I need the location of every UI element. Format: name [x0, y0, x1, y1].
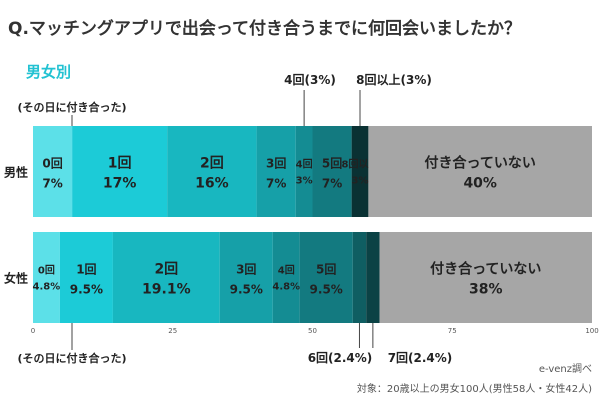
bar-segment-5-1 — [299, 232, 353, 323]
segment-name-label: 5回 — [316, 263, 336, 277]
category-label-bg — [2, 159, 30, 184]
segment-value-label: 19.1% — [142, 282, 191, 298]
segment-value-label: 7% — [42, 177, 62, 191]
bar-segment-4-1 — [272, 232, 300, 323]
x-tick-label: 0 — [31, 327, 35, 335]
bar-segment-3-0 — [256, 126, 296, 217]
source-note: e-venz調べ — [538, 364, 592, 375]
bar-segment-8-0 — [351, 126, 369, 217]
annotation-caption: (その日に付き合った) — [17, 100, 126, 114]
category-label: 男性 — [4, 165, 28, 180]
segment-value-label: 3% — [352, 176, 369, 187]
bar-segment-6-1 — [352, 232, 367, 323]
bar-segment-0-1 — [33, 232, 60, 323]
bar-segment-5-0 — [312, 126, 352, 217]
bar-segment-9-0 — [368, 126, 592, 217]
segment-value-label: 4.8% — [33, 282, 61, 293]
annotation-callout: 7回(2.4%) — [388, 351, 453, 365]
bar-segment-2-0 — [167, 126, 257, 217]
bar-segment-3-1 — [219, 232, 273, 323]
bar-segment-1-1 — [59, 232, 113, 323]
segment-value-label: 4.8% — [272, 282, 300, 293]
bar-segment-0-0 — [33, 126, 73, 217]
segment-value-label: 9.5% — [230, 283, 263, 297]
x-tick-label: 25 — [168, 327, 177, 335]
annotation-callout: 6回(2.4%) — [308, 351, 373, 365]
bar-segment-2-1 — [112, 232, 220, 323]
segment-value-label: 40% — [463, 176, 497, 192]
bar-segment-4-0 — [295, 126, 313, 217]
category-label-bg — [2, 265, 30, 290]
segment-name-label: 付き合っていない — [425, 155, 536, 172]
survey-note: 対象：20歳以上の男女100人(男性58人・女性42人) — [356, 384, 592, 395]
segment-name-label: 4回 — [278, 265, 295, 277]
segment-value-label: 16% — [195, 176, 229, 192]
segment-name-label: 0回 — [38, 265, 55, 277]
segment-value-label: 38% — [469, 282, 503, 298]
x-tick-label: 50 — [308, 327, 317, 335]
segment-name-label: 2回 — [200, 156, 224, 172]
bar-segment-1-0 — [72, 126, 168, 217]
bar-segment-7-1 — [366, 232, 380, 323]
segment-value-label: 9.5% — [70, 283, 103, 297]
annotation-callout: 4回(3%) — [284, 73, 336, 87]
segment-value-label: 17% — [103, 176, 137, 192]
segment-value-label: 7% — [266, 177, 286, 191]
segment-value-label: 3% — [296, 176, 313, 187]
segment-name-label: 0回 — [42, 157, 62, 171]
segment-value-label: 7% — [322, 177, 342, 191]
annotation-callout: 8回以上(3%) — [356, 72, 432, 87]
x-tick-label: 75 — [448, 327, 457, 335]
chart-title: Q.マッチングアプリで出会って付き合うまでに何回会いましたか？ — [8, 19, 522, 39]
chart-subtitle: 男女別 — [26, 63, 72, 81]
segment-name-label: 付き合っていない — [430, 261, 541, 278]
category-label: 女性 — [4, 271, 28, 286]
segment-name-label: 4回 — [296, 159, 313, 171]
segment-name-label: 1回 — [76, 263, 96, 277]
x-tick-label: 100 — [585, 327, 598, 335]
bar-segment-9-1 — [379, 232, 592, 323]
segment-name-label: 1回 — [108, 156, 132, 172]
segment-name-label: 3回 — [236, 263, 256, 277]
segment-name-label: 3回 — [266, 157, 286, 171]
segment-name-label: 5回 — [322, 157, 342, 171]
segment-name-label: 2回 — [154, 262, 178, 278]
segment-value-label: 9.5% — [310, 283, 343, 297]
annotation-caption: (その日に付き合った) — [17, 351, 126, 365]
